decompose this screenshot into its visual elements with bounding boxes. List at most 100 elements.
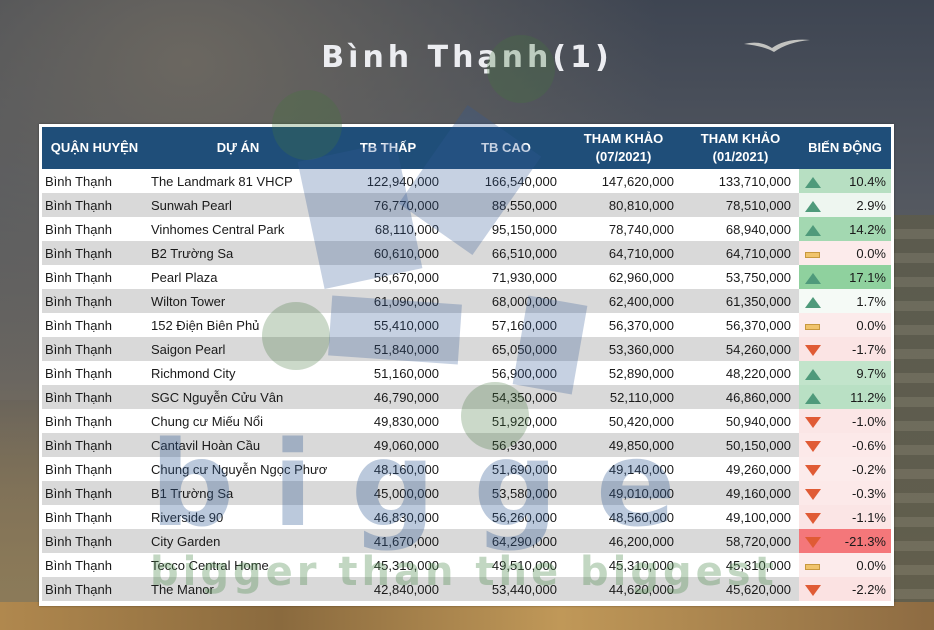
trend-down-icon [805, 536, 821, 548]
table-row: Bình Thạnh City Garden 41,670,000 64,290,00… [42, 529, 891, 553]
district-cell: Bình Thạnh [42, 385, 147, 409]
high-price-cell: 71,930,000 [447, 265, 565, 289]
change-cell: -1.0% [799, 409, 891, 433]
change-cell: 0.0% [799, 241, 891, 265]
background-ground [0, 602, 934, 630]
change-percent: -1.1% [852, 509, 886, 525]
change-percent: 17.1% [849, 269, 886, 285]
high-price-cell: 88,550,000 [447, 193, 565, 217]
change-percent: -21.3% [844, 533, 886, 549]
district-cell: Bình Thạnh [42, 313, 147, 337]
ref-07-2021-cell: 49,010,000 [565, 481, 682, 505]
low-price-cell: 60,610,000 [329, 241, 447, 265]
change-percent: 10.4% [849, 173, 886, 189]
ref-07-2021-cell: 147,620,000 [565, 169, 682, 193]
table-row: Bình Thạnh Wilton Tower 61,090,000 68,000,0… [42, 289, 891, 313]
change-cell: 14.2% [799, 217, 891, 241]
table-row: Bình Thạnh B2 Trường Sa 60,610,000 66,510,0… [42, 241, 891, 265]
change-cell: -0.6% [799, 433, 891, 457]
table-body: Bình Thạnh The Landmark 81 VHCP 122,940,00… [42, 169, 891, 601]
change-percent: 14.2% [849, 221, 886, 237]
table-row: Bình Thạnh Sunwah Pearl 76,770,000 88,550,0… [42, 193, 891, 217]
low-price-cell: 56,670,000 [329, 265, 447, 289]
ref-07-2021-cell: 80,810,000 [565, 193, 682, 217]
ref-01-2021-cell: 54,260,000 [682, 337, 799, 361]
change-percent: 0.0% [856, 245, 886, 261]
project-cell: Chung cư Nguyễn Ngọc Phươ [147, 457, 329, 481]
ref-07-2021-cell: 52,110,000 [565, 385, 682, 409]
project-cell: SGC Nguyễn Cửu Vân [147, 385, 329, 409]
high-price-cell: 166,540,000 [447, 169, 565, 193]
high-price-cell: 53,440,000 [447, 577, 565, 601]
page-title: Bình Thạnh(1) [321, 40, 613, 75]
change-percent: -0.6% [852, 437, 886, 453]
ref-01-2021-cell: 45,620,000 [682, 577, 799, 601]
header-change: BIẾN ĐỘNG [799, 127, 891, 169]
high-price-cell: 64,290,000 [447, 529, 565, 553]
change-cell: -1.7% [799, 337, 891, 361]
high-price-cell: 57,160,000 [447, 313, 565, 337]
price-table: QUẬN HUYỆN DỰ ÁN TB THẤP TB CAO THAM KHẢ… [42, 127, 891, 601]
ref-07-2021-cell: 56,370,000 [565, 313, 682, 337]
district-cell: Bình Thạnh [42, 337, 147, 361]
table-row: Bình Thạnh 152 Điện Biên Phủ 55,410,000 57,… [42, 313, 891, 337]
high-price-cell: 53,580,000 [447, 481, 565, 505]
project-cell: B2 Trường Sa [147, 241, 329, 265]
project-cell: Riverside 90 [147, 505, 329, 529]
trend-up-icon [805, 176, 821, 188]
high-price-cell: 56,900,000 [447, 361, 565, 385]
project-cell: City Garden [147, 529, 329, 553]
trend-flat-icon [805, 251, 820, 258]
ref-01-2021-cell: 49,160,000 [682, 481, 799, 505]
change-percent: 9.7% [856, 365, 886, 381]
change-percent: 1.7% [856, 293, 886, 309]
low-price-cell: 68,110,000 [329, 217, 447, 241]
project-cell: Wilton Tower [147, 289, 329, 313]
ref-07-2021-cell: 46,200,000 [565, 529, 682, 553]
project-cell: Tecco Central Home [147, 553, 329, 577]
bird-icon [744, 39, 810, 52]
project-cell: The Manor [147, 577, 329, 601]
project-cell: Pearl Plaza [147, 265, 329, 289]
high-price-cell: 68,000,000 [447, 289, 565, 313]
trend-up-icon [805, 272, 821, 284]
low-price-cell: 46,790,000 [329, 385, 447, 409]
low-price-cell: 45,000,000 [329, 481, 447, 505]
ref-07-2021-cell: 52,890,000 [565, 361, 682, 385]
change-percent: 11.2% [850, 389, 886, 405]
low-price-cell: 51,840,000 [329, 337, 447, 361]
low-price-cell: 76,770,000 [329, 193, 447, 217]
trend-up-icon [805, 368, 821, 380]
project-cell: Vinhomes Central Park [147, 217, 329, 241]
trend-flat-icon [805, 323, 820, 330]
change-percent: -0.3% [852, 485, 886, 501]
change-cell: -0.2% [799, 457, 891, 481]
trend-up-icon [805, 200, 821, 212]
header-ref-01-2021: THAM KHẢO (01/2021) [682, 127, 799, 169]
trend-down-icon [805, 464, 821, 476]
ref-01-2021-cell: 49,260,000 [682, 457, 799, 481]
high-price-cell: 65,050,000 [447, 337, 565, 361]
ref-07-2021-cell: 49,850,000 [565, 433, 682, 457]
high-price-cell: 51,920,000 [447, 409, 565, 433]
district-cell: Bình Thạnh [42, 193, 147, 217]
change-percent: -0.2% [852, 461, 886, 477]
change-cell: 9.7% [799, 361, 891, 385]
ref-07-2021-cell: 50,420,000 [565, 409, 682, 433]
trend-up-icon [805, 296, 821, 308]
change-cell: 0.0% [799, 313, 891, 337]
ref-01-2021-cell: 46,860,000 [682, 385, 799, 409]
ref-07-2021-cell: 62,960,000 [565, 265, 682, 289]
ref-01-2021-cell: 78,510,000 [682, 193, 799, 217]
change-percent: -1.7% [852, 341, 886, 357]
district-cell: Bình Thạnh [42, 481, 147, 505]
high-price-cell: 49,510,000 [447, 553, 565, 577]
district-cell: Bình Thạnh [42, 505, 147, 529]
district-cell: Bình Thạnh [42, 409, 147, 433]
low-price-cell: 122,940,000 [329, 169, 447, 193]
header-high: TB CAO [447, 127, 565, 169]
ref-07-2021-cell: 64,710,000 [565, 241, 682, 265]
trend-down-icon [805, 488, 821, 500]
low-price-cell: 55,410,000 [329, 313, 447, 337]
project-cell: Sunwah Pearl [147, 193, 329, 217]
